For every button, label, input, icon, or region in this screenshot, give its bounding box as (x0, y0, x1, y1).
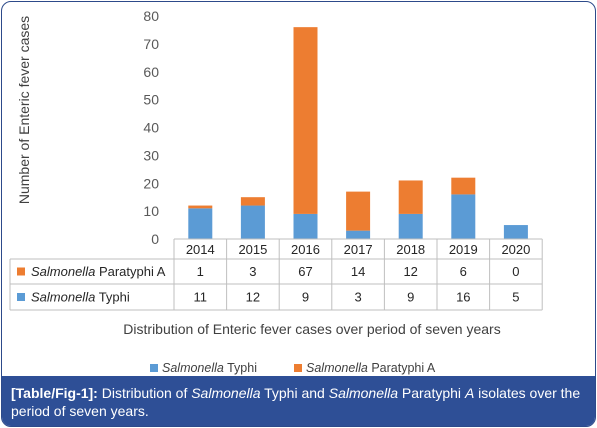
figure-caption: [Table/Fig-1]: Distribution of Salmonell… (2, 376, 595, 426)
y-tick-label: 50 (143, 92, 159, 108)
bar-paratyphi-a (240, 197, 265, 206)
table-value: 1 (197, 264, 204, 279)
category-label: 2016 (291, 242, 320, 257)
y-axis-ticks: 0 10 20 30 40 50 60 70 80 (143, 8, 159, 247)
table-value: 11 (194, 290, 208, 305)
row-label: Salmonella Paratyphi A (31, 264, 166, 279)
bar-paratyphi-a (398, 180, 423, 214)
table-value: 6 (460, 264, 467, 279)
table-value: 67 (298, 264, 312, 279)
table-value: 3 (354, 290, 361, 305)
data-table-grid (9, 238, 543, 311)
bar-typhi (293, 213, 318, 239)
category-label: 2020 (501, 242, 530, 257)
category-label: 2018 (396, 242, 425, 257)
bar-paratyphi-a (188, 205, 213, 209)
table-value: 12 (246, 290, 260, 305)
bar-typhi (451, 194, 476, 239)
table-value: 5 (512, 290, 519, 305)
bar-paratyphi-a (451, 177, 476, 195)
legend-swatch (294, 364, 302, 372)
caption-genus-1: Salmonella (191, 385, 261, 401)
caption-ref: [Table/Fig-1]: (11, 385, 98, 401)
caption-text-2: Typhi and (260, 385, 329, 401)
y-tick-label: 0 (151, 231, 159, 247)
category-label: 2015 (238, 242, 267, 257)
table-value: 9 (407, 290, 414, 305)
y-tick-label: 20 (143, 175, 159, 191)
bar-typhi (346, 230, 371, 239)
table-value: 3 (249, 264, 256, 279)
y-tick-label: 30 (143, 147, 159, 163)
data-table-values: 1 3 67 14 12 6 0 11 12 9 3 9 16 5 (194, 264, 520, 305)
x-axis-title: Distribution of Enteric fever cases over… (123, 321, 500, 337)
legend-label: Salmonella Paratyphi A (306, 361, 436, 375)
table-value: 16 (456, 290, 470, 305)
caption-text-4: isolates over the period of seven years. (11, 385, 581, 419)
caption-text-1: Distribution of (101, 385, 192, 401)
bar-typhi (398, 213, 423, 239)
legend-swatch (150, 364, 158, 372)
row-swatch (17, 293, 25, 301)
caption-genus-2: Salmonella (328, 385, 398, 401)
table-value: 14 (351, 264, 365, 279)
y-tick-label: 10 (143, 203, 159, 219)
table-value: 9 (302, 290, 309, 305)
y-tick-label: 70 (143, 36, 159, 52)
category-label: 2017 (344, 242, 373, 257)
data-table-row-labels: Salmonella Paratyphi A Salmonella Typhi (17, 264, 166, 305)
bar-paratyphi-a (293, 27, 318, 214)
category-label: 2014 (186, 242, 215, 257)
bar-typhi (503, 225, 528, 239)
table-value: 0 (512, 264, 519, 279)
legend-label: Salmonella Typhi (162, 361, 257, 375)
row-label: Salmonella Typhi (31, 290, 130, 305)
caption-text-3: Paratyphi (398, 385, 465, 401)
bar-typhi (240, 205, 265, 239)
category-label: 2019 (449, 242, 478, 257)
y-tick-label: 40 (143, 120, 159, 136)
table-value: 12 (403, 264, 417, 279)
y-tick-label: 60 (143, 64, 159, 80)
row-swatch (17, 267, 25, 276)
bar-paratyphi-a (346, 191, 371, 231)
y-axis-title: Number of Enteric fever cases (16, 16, 32, 204)
bar-typhi (188, 208, 213, 239)
y-tick-label: 80 (143, 8, 159, 24)
category-labels: 2014 2015 2016 2017 2018 2019 2020 (186, 242, 531, 257)
legend: Salmonella Typhi Salmonella Paratyphi A (150, 361, 436, 375)
bars (188, 27, 528, 239)
caption-serotype: A (464, 385, 475, 401)
